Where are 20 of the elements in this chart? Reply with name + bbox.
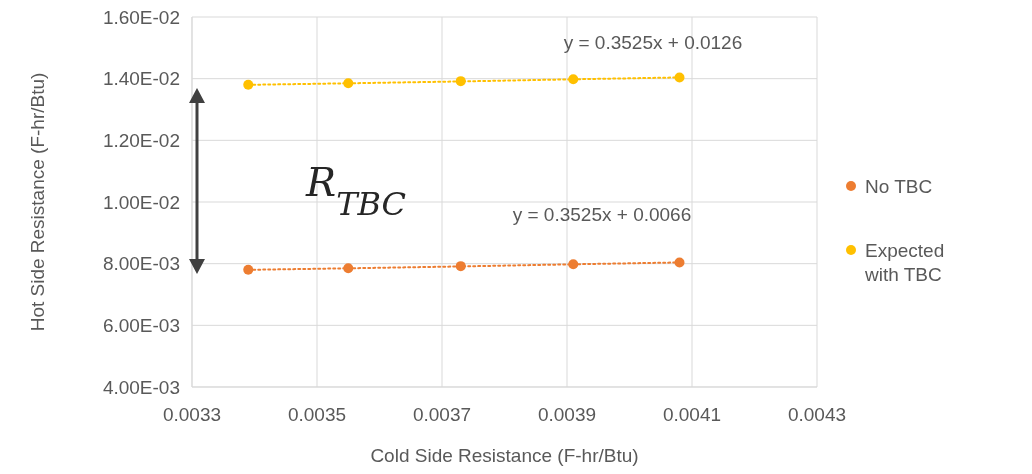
x-tick-label: 0.0035 [287, 404, 347, 425]
y-tick-label: 4.00E-03 [102, 376, 180, 398]
y-tick-label: 1.00E-02 [102, 191, 180, 213]
x-tick-label: 0.0039 [537, 404, 597, 425]
annotation: R$_{TBC}$ [305, 159, 407, 223]
x-tick-label: 0.0037 [412, 404, 472, 425]
x-axis-title: Cold Side Resistance (F-hr/Btu) [370, 445, 639, 466]
y-tick-label: 1.60E-02 [102, 6, 180, 28]
annotation: y = 0.3525x + 0.0126 [563, 32, 743, 53]
legend-label: Expected with TBC [864, 239, 945, 286]
legend-label: No TBC [865, 175, 933, 197]
y-tick-label: 8.00E-03 [102, 253, 180, 275]
y-tick-label: 1.20E-02 [102, 129, 180, 151]
annotation: y = 0.3525x + 0.0066 [512, 204, 692, 225]
y-tick-label: 6.00E-03 [102, 314, 180, 336]
y-axis-title: Hot Side Resistance (F-hr/Btu) [27, 72, 48, 332]
y-tick-label: 1.40E-02 [102, 68, 180, 90]
x-tick-label: 0.0043 [787, 404, 847, 425]
x-tick-label: 0.0041 [662, 404, 722, 425]
x-tick-label: 0.0033 [162, 404, 222, 425]
